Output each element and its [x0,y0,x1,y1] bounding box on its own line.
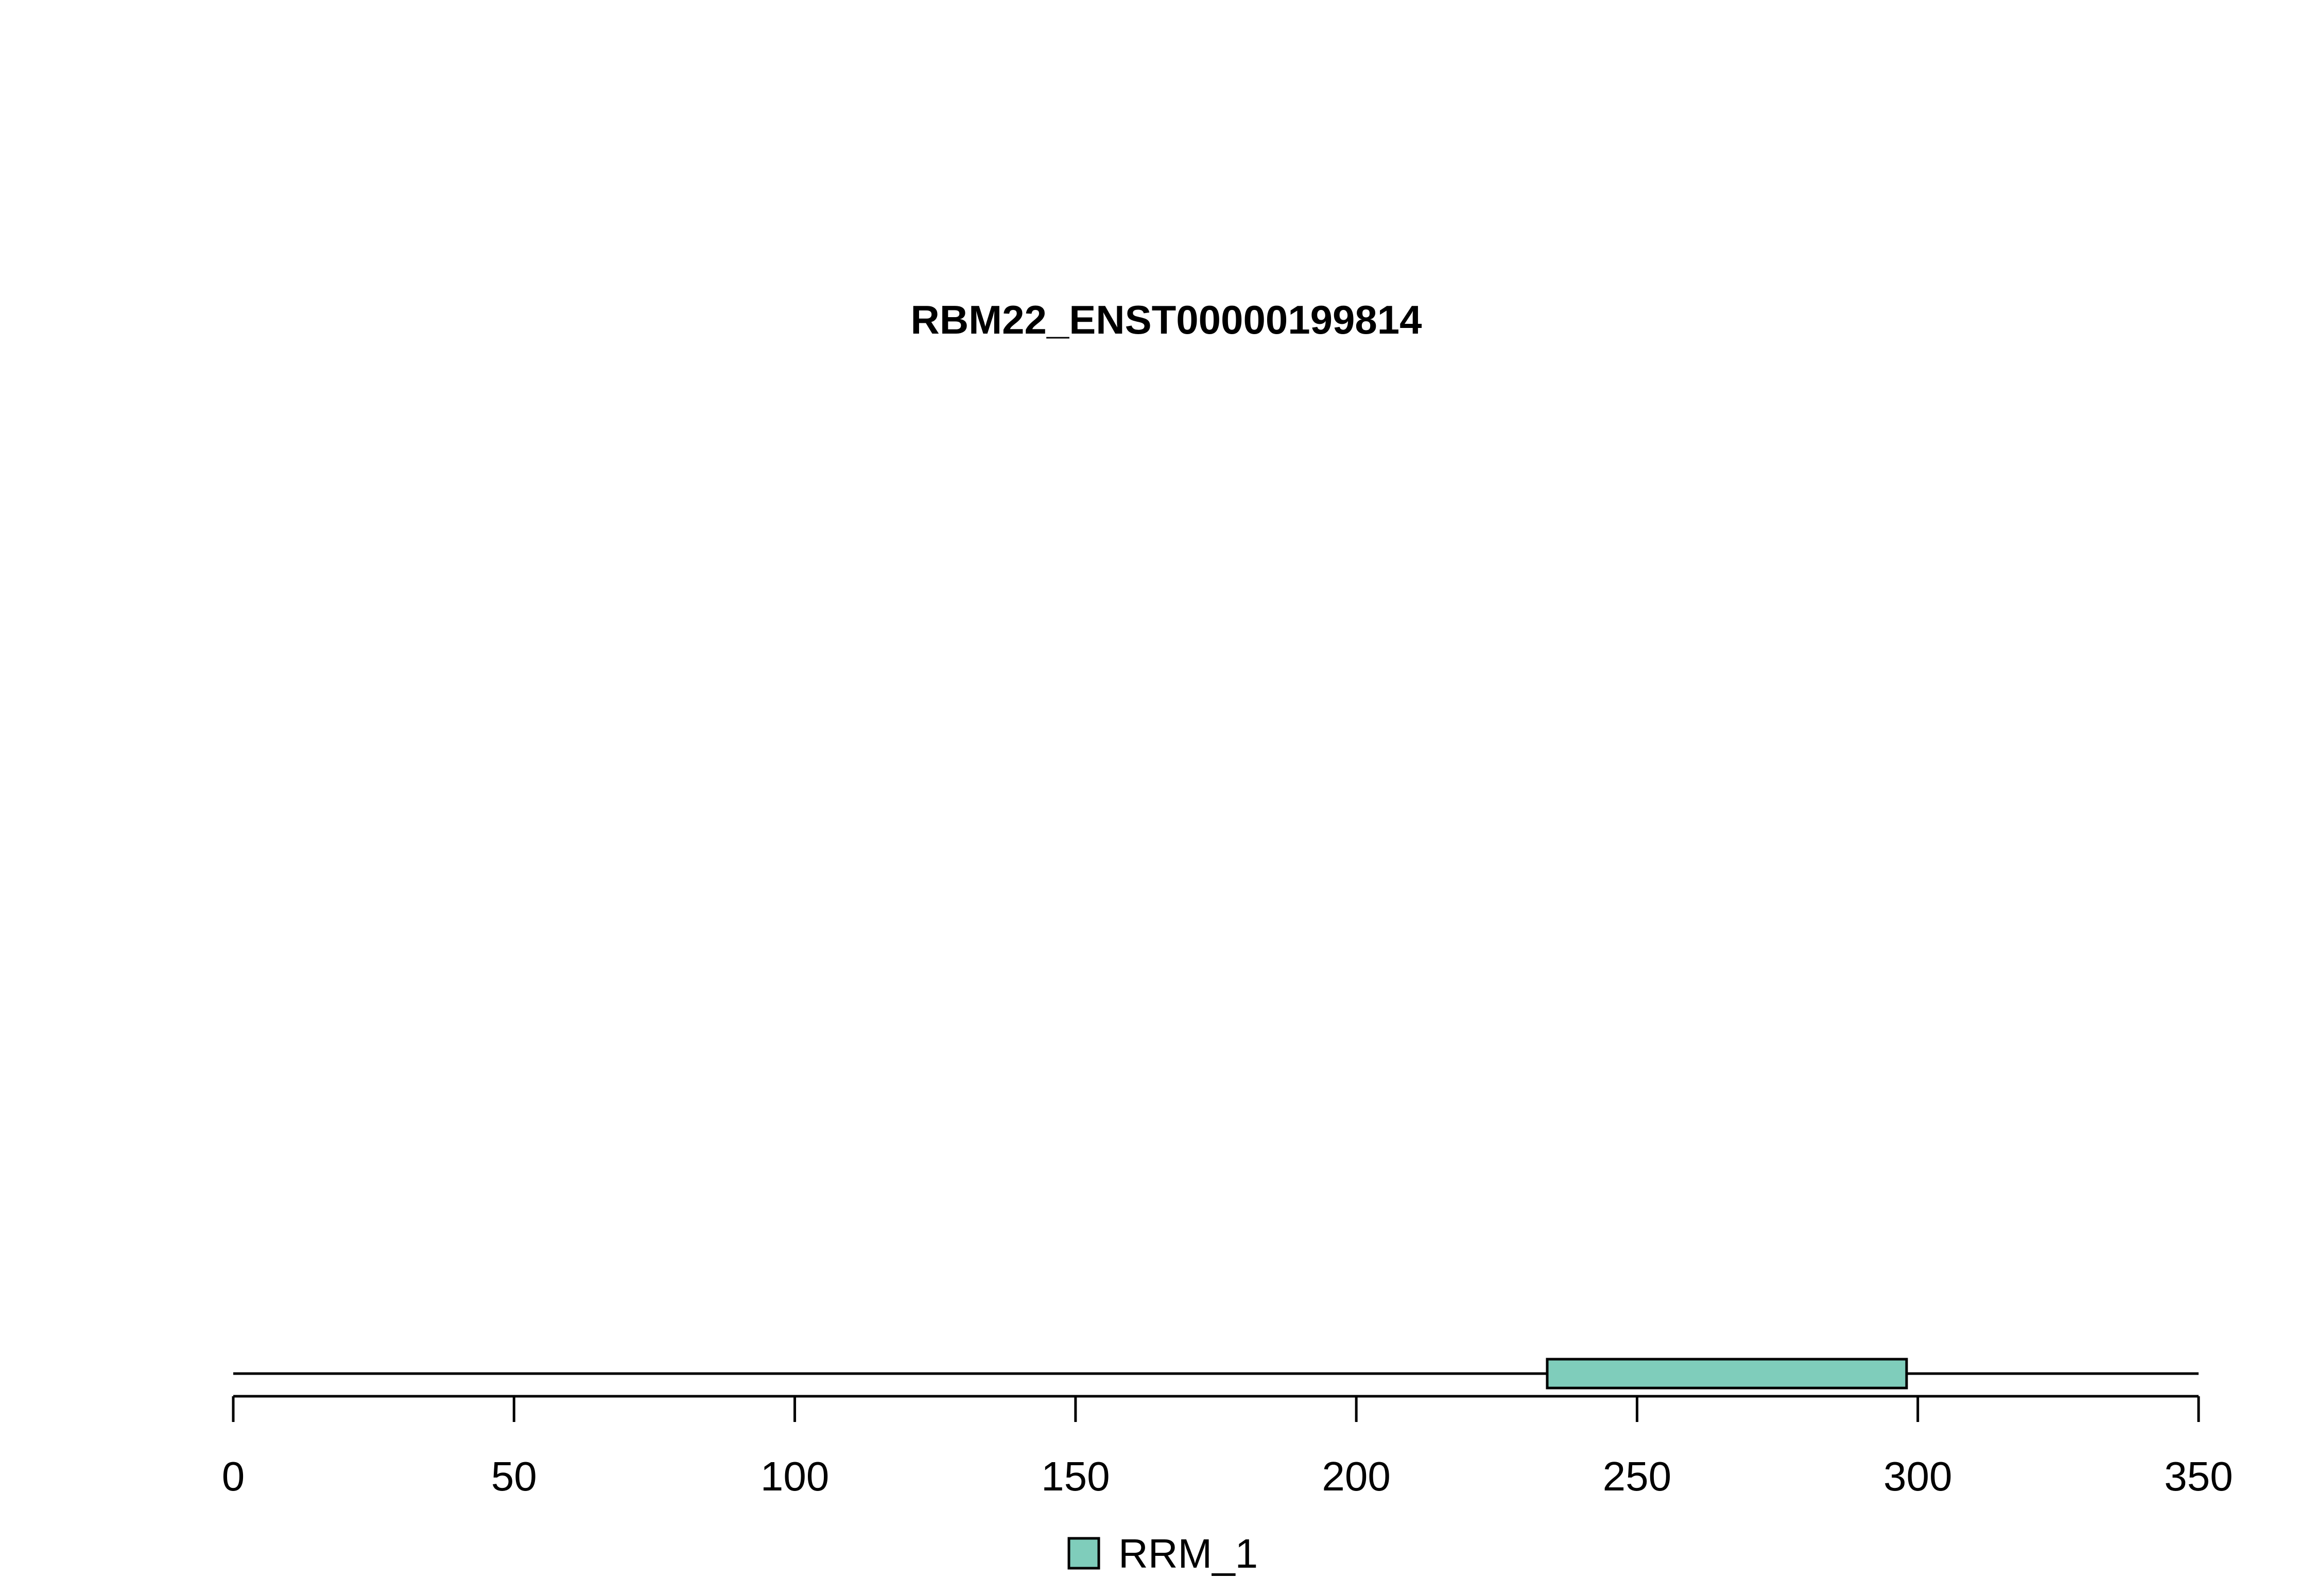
x-tick-label: 0 [222,1453,245,1499]
domains-layer [1546,1358,1908,1390]
legend-label: RRM_1 [1118,1531,1258,1576]
legend-swatch [1067,1537,1100,1570]
domain-rrm-1 [1546,1358,1908,1390]
x-tick-label: 150 [1041,1453,1110,1499]
x-tick-label: 200 [1322,1453,1390,1499]
x-tick-label: 300 [1883,1453,1952,1499]
x-tick-label: 100 [760,1453,829,1499]
x-tick-label: 250 [1603,1453,1671,1499]
x-axis: 0 50 100 150 200 250 300 350 [222,1395,2233,1499]
x-tick-label: 350 [2164,1453,2233,1499]
legend: RRM_1 [1067,1531,1258,1576]
chart-title: RBM22_ENST00000199814 [911,297,1422,342]
x-tick-label: 50 [491,1453,537,1499]
